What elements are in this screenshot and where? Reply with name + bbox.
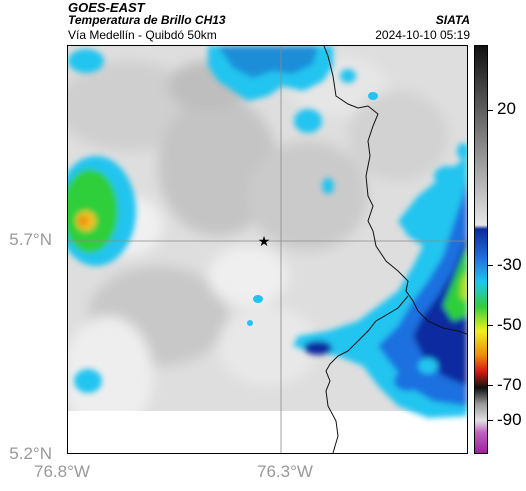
small-cell <box>247 320 253 326</box>
map-svg: ★ <box>68 46 467 453</box>
right-convective-system <box>293 143 467 418</box>
x-tick-label: 76.3°W <box>257 462 313 481</box>
cold-cloud-top <box>68 46 356 194</box>
timestamp-label: 2024-10-10 05:19 <box>375 28 470 42</box>
product-title: Temperatura de Brillo CH13 <box>68 13 226 27</box>
colorbar-tick <box>488 265 493 266</box>
colorbar-label: -70 <box>497 375 522 394</box>
border-line-south <box>325 295 409 453</box>
colorbar-tick <box>488 420 493 421</box>
colorbar-label: -30 <box>497 255 522 274</box>
colorbar-label: 20 <box>497 99 516 118</box>
satellite-title: GOES-EAST <box>68 0 145 15</box>
colorbar-label: -90 <box>497 410 522 429</box>
small-cell <box>368 92 378 100</box>
bottom-band <box>68 411 467 453</box>
satellite-map[interactable]: ★ <box>67 45 468 454</box>
colorbar-label: -50 <box>497 315 522 334</box>
small-cell <box>253 295 263 303</box>
y-tick-label: 5.7°N <box>9 230 52 249</box>
x-tick-label: 76.8°W <box>34 462 90 481</box>
left-convective-cell <box>68 156 136 266</box>
organization-label: SIATA <box>435 13 470 27</box>
region-subtitle: Vía Medellín - Quibdó 50km <box>68 28 217 42</box>
border-line <box>323 46 467 335</box>
bottom-left-cell <box>74 369 102 393</box>
colorbar-tick <box>488 325 493 326</box>
location-star-icon: ★ <box>258 234 271 250</box>
colorbar-gradient <box>475 46 487 453</box>
colorbar-tick <box>488 110 493 111</box>
colorbar <box>474 45 488 454</box>
colorbar-tick <box>488 385 493 386</box>
y-tick-label: 5.2°N <box>9 444 52 463</box>
